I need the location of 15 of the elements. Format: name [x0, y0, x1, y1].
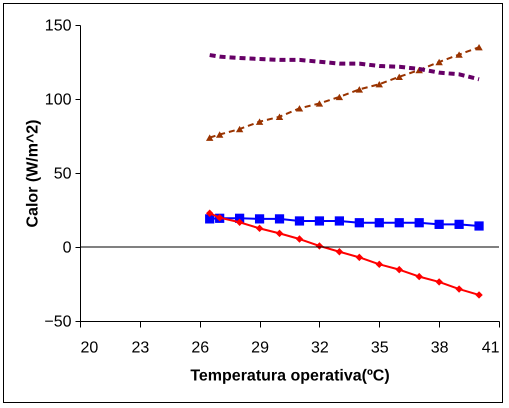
y-tick-label: 50: [54, 166, 72, 182]
x-axis-title: Temperatura operativa(ºC): [190, 368, 390, 384]
y-axis-title: Calor (W/m^2): [24, 119, 42, 228]
y-tick-label: 0: [62, 240, 72, 256]
x-tick-label: 26: [191, 340, 210, 356]
y-tick-label: −50: [44, 314, 72, 330]
x-tick-label: 38: [430, 340, 449, 356]
x-tick-label: 29: [251, 340, 270, 356]
y-tick-label: 150: [44, 18, 72, 34]
x-tick-label: 35: [370, 340, 389, 356]
x-tick-label: 20: [80, 340, 98, 356]
x-tick-label: 41: [482, 340, 500, 356]
x-tick-label: 32: [311, 340, 329, 356]
x-tick-label: 23: [131, 340, 150, 356]
y-tick-label: 100: [44, 92, 72, 108]
